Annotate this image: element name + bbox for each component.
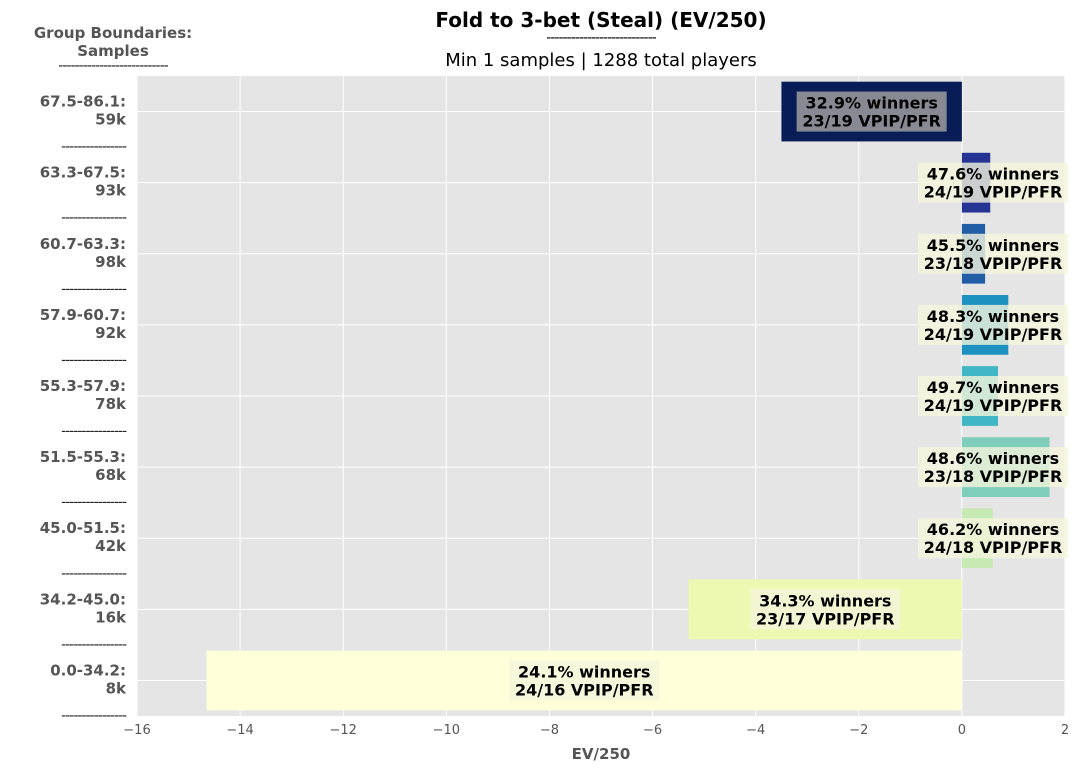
group-separator: ---------------- <box>61 139 127 155</box>
group-header-rule: --------------------------- <box>58 58 168 74</box>
x-tick-label: 2 <box>1061 723 1069 738</box>
bar-label-vpip: 24/19 VPIP/PFR <box>924 396 1063 415</box>
bar-label-box <box>918 162 1068 203</box>
bar-label-winners: 45.5% winners <box>927 236 1059 255</box>
x-axis-label: EV/250 <box>572 745 631 763</box>
group-header-line-1: Group Boundaries: <box>33 24 193 42</box>
y-tick-samples: 16k <box>95 608 127 626</box>
group-boundaries-header: Group Boundaries: Samples <box>18 24 208 60</box>
y-tick-range: 45.0-51.5: <box>40 519 126 537</box>
y-tick-samples: 93k <box>95 182 127 200</box>
bar-label-winners: 24.1% winners <box>518 662 650 681</box>
y-tick-samples: 78k <box>95 395 127 413</box>
y-tick-range: 63.3-67.5: <box>40 164 126 182</box>
y-tick-range: 67.5-86.1: <box>40 93 126 111</box>
group-separator: ---------------- <box>61 566 127 582</box>
y-tick-samples: 98k <box>95 253 127 271</box>
bar-label-winners: 47.6% winners <box>927 165 1059 184</box>
y-tick-samples: 59k <box>95 111 127 129</box>
bar-label-vpip: 24/18 VPIP/PFR <box>924 538 1063 557</box>
x-tick-label: −14 <box>226 723 253 738</box>
x-tick-label: −6 <box>643 723 662 738</box>
bar-label-winners: 34.3% winners <box>759 591 891 610</box>
y-tick-range: 34.2-45.0: <box>40 590 126 608</box>
group-separator: ---------------- <box>61 352 127 368</box>
bar-label-vpip: 24/19 VPIP/PFR <box>924 325 1063 344</box>
y-tick-range: 55.3-57.9: <box>40 377 126 395</box>
chart-title-rule: --------------------------- <box>546 30 656 46</box>
x-tick-label: 0 <box>958 723 966 738</box>
bar-label-vpip: 23/18 VPIP/PFR <box>924 254 1063 273</box>
group-separator: ---------------- <box>61 495 127 511</box>
x-tick-label: −4 <box>746 723 765 738</box>
y-tick-samples: 92k <box>95 324 127 342</box>
bar-label-box <box>796 91 947 132</box>
group-header-line-2: Samples <box>77 42 149 60</box>
y-tick-range: 57.9-60.7: <box>40 306 126 324</box>
y-tick-samples: 8k <box>106 679 127 697</box>
chart-subtitle: Min 1 samples | 1288 total players <box>445 50 757 71</box>
bar-label-winners: 48.6% winners <box>927 449 1059 468</box>
bar-label-vpip: 24/16 VPIP/PFR <box>515 680 654 699</box>
chart-title: Fold to 3-bet (Steal) (EV/250) <box>435 8 767 32</box>
x-tick-label: −12 <box>330 723 357 738</box>
y-tick-samples: 68k <box>95 466 127 484</box>
y-tick-range: 0.0-34.2: <box>50 661 126 679</box>
bar-label-winners: 32.9% winners <box>805 94 937 113</box>
bar-label-vpip: 23/17 VPIP/PFR <box>756 609 895 628</box>
group-separator: ---------------- <box>61 708 127 724</box>
group-separator: ---------------- <box>61 424 127 440</box>
bar-label-winners: 49.7% winners <box>927 378 1059 397</box>
bar-label-vpip: 24/19 VPIP/PFR <box>924 183 1063 202</box>
y-tick-range: 51.5-55.3: <box>40 448 126 466</box>
bar-label-box <box>918 447 1068 488</box>
bar-label-box <box>918 376 1068 416</box>
bar-label-winners: 46.2% winners <box>927 520 1059 539</box>
bar-label-box <box>750 589 901 630</box>
bar-label-vpip: 23/19 VPIP/PFR <box>802 112 941 131</box>
bar-label-winners: 48.3% winners <box>927 307 1059 326</box>
group-separator: ---------------- <box>61 281 127 297</box>
bar-label-box <box>918 518 1068 559</box>
group-separator: ---------------- <box>61 637 127 653</box>
y-tick-range: 60.7-63.3: <box>40 235 126 253</box>
bar-label-vpip: 23/18 VPIP/PFR <box>924 467 1063 486</box>
x-tick-label: −10 <box>433 723 460 738</box>
bar-label-box <box>918 233 1068 274</box>
bar-label-box <box>509 660 660 701</box>
x-tick-label: −16 <box>123 723 150 738</box>
x-tick-label: −2 <box>849 723 868 738</box>
bar-label-box <box>918 304 1068 345</box>
group-separator: ---------------- <box>61 210 127 226</box>
x-tick-label: −8 <box>540 723 559 738</box>
y-tick-samples: 42k <box>95 537 127 555</box>
